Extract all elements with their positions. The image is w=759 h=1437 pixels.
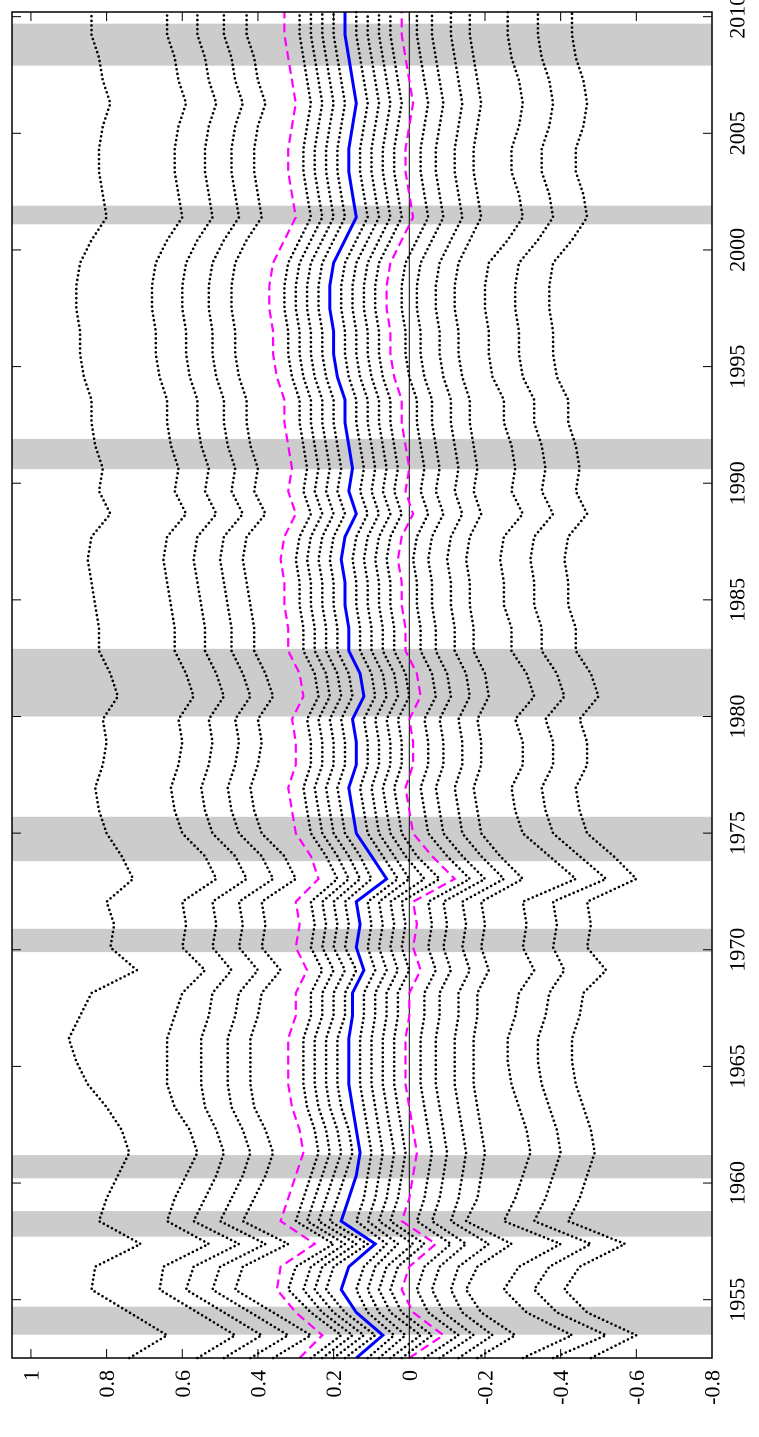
series-line-18-dotted [415,10,488,1360]
y-tick-label-9: -0.8 [700,1370,725,1405]
series-line-14-dotted [362,10,427,1360]
series-line-10-dotted [317,10,378,1360]
x-tick-label-2000: 2000 [725,228,750,272]
recession-band-4 [12,928,712,953]
y-tick-label-0: 1 [18,1370,43,1381]
recession-band-7 [12,438,712,470]
series-line-2-dotted [150,10,238,1360]
series-line-15-dotted [373,10,442,1360]
x-tick-label-1970: 1970 [725,928,750,972]
series-line-3-dotted [181,10,265,1360]
recession-band-3 [12,1155,712,1179]
x-axis-ticks: 1955 1960 1965 1970 1975 1980 1985 1990 1995 2000… [12,0,750,1322]
series-line-8-dotted [294,10,355,1360]
x-tick-label-2010: 2010 [725,0,750,39]
series-line-20-dotted [453,10,525,1360]
x-tick-label-1960: 1960 [725,1161,750,1205]
series-line-6-dashed [268,12,324,1359]
y-tick-label-5: 0 [397,1370,422,1381]
series-line-22-dotted [513,10,610,1360]
recession-band-9 [12,23,712,66]
x-tick-label-1955: 1955 [725,1278,750,1322]
x-tick-label-2005: 2005 [725,111,750,155]
x-tick-label-1965: 1965 [725,1044,750,1088]
y-tick-label-3: 0.4 [245,1370,270,1398]
x-tick-label-1980: 1980 [725,695,750,739]
y-tick-label-8: -0.6 [624,1370,649,1405]
x-tick-label-1990: 1990 [725,461,750,505]
recession-band-2 [12,1211,712,1237]
y-tick-label-1: 0.8 [94,1370,119,1398]
series-line-23-dotted [548,10,640,1360]
series-line-4-dotted [207,10,291,1360]
y-tick-label-6: -0.2 [473,1370,498,1405]
series-line-16-dashed [385,12,457,1359]
series-line-1-dotted [67,10,170,1360]
series-line-17-dotted [400,10,472,1360]
y-tick-label-2: 0.6 [170,1370,195,1398]
series-line-12-dotted [339,10,400,1360]
x-tick-label-1995: 1995 [725,345,750,389]
series-line-13-dotted [351,10,412,1360]
series-line-7-dotted [283,10,344,1360]
recession-band-5 [12,816,712,862]
x-tick-label-1975: 1975 [725,811,750,855]
y-tick-label-7: -0.4 [548,1370,573,1405]
series-line-5-dotted [230,10,314,1360]
y-axis-ticks: 1 0.8 0.6 0.4 0.2 0 -0.2 -0.4 -0.6 -0.8 [18,12,725,1405]
y-tick-label-4: 0.2 [321,1370,346,1398]
recession-band-8 [12,205,712,225]
series-lines [67,10,640,1360]
plot-frame [11,11,713,1359]
x-tick-label-1985: 1985 [725,578,750,622]
series-line-9-dotted [305,10,367,1360]
series-line-19-dotted [434,10,507,1360]
series-line-11-solid [328,12,389,1360]
